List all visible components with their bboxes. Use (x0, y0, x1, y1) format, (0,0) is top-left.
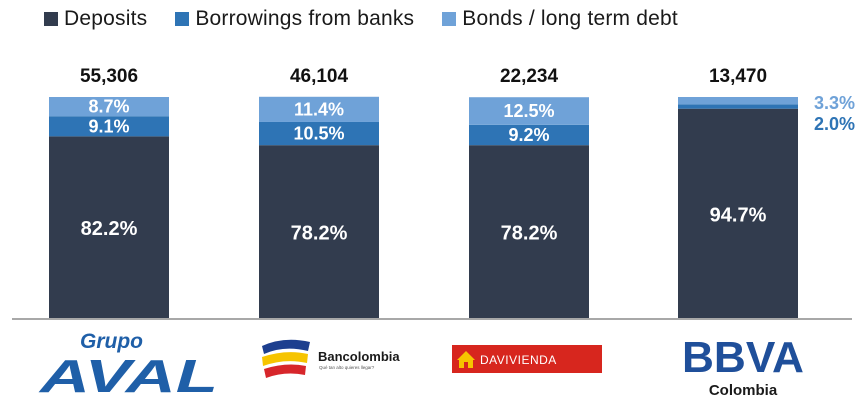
bbva-logo-name: BBVA (682, 333, 804, 382)
data-label-bonds-bancolombia: 11.4% (294, 99, 344, 119)
legend-swatch-bonds (442, 12, 457, 26)
legend-swatch-borrowings (175, 12, 190, 26)
bar-segment-bonds-bbva-colombia (678, 97, 798, 105)
bar-segment-borrowings-bancolombia (259, 121, 379, 146)
bar-segment-bonds-bancolombia (259, 96, 379, 122)
data-label-borrowings-davivienda: 9.2% (508, 125, 549, 145)
legend-label-deposits: Deposits (64, 7, 148, 30)
legend-item-borrowings: Borrowings from banks (175, 7, 414, 31)
bar-segment-deposits-bbva-colombia (678, 108, 798, 318)
bancolombia-logo: Bancolombia Qué tan alto quieres llegar? (262, 339, 400, 378)
aval-logo-line1: Grupo (80, 330, 143, 353)
grupo-aval-logo: Grupo AVAL (38, 330, 218, 398)
bar-segment-bonds-grupo-aval (49, 97, 169, 117)
data-label-deposits-davivienda: 78.2% (501, 223, 558, 245)
bar-segment-deposits-grupo-aval (49, 136, 169, 318)
davivienda-logo: DAVIVIENDA (452, 345, 602, 373)
bbva-logo-sub: Colombia (709, 382, 778, 399)
legend-item-bonds: Bonds / long term debt (442, 7, 678, 31)
data-label-deposits-bancolombia: 78.2% (291, 223, 348, 245)
legend-swatch-deposits (44, 12, 58, 26)
bar-segment-borrowings-grupo-aval (49, 116, 169, 137)
total-label-grupo-aval: 55,306 (80, 66, 138, 87)
bar-group-grupo-aval: 82.2% 9.1%8.7% 55,306 (49, 66, 169, 318)
bancolombia-logo-name: Bancolombia (318, 349, 400, 364)
davivienda-logo-name: DAVIVIENDA (480, 353, 557, 367)
bar-group-bbva-colombia: 94.7% 2.0%3.3% 13,470 (678, 66, 855, 318)
bar-segment-deposits-bancolombia (259, 145, 379, 318)
data-label-borrowings-bancolombia: 10.5% (293, 124, 344, 144)
data-label-borrowings-grupo-aval: 9.1% (88, 116, 129, 136)
data-label-bonds-bbva-colombia: 3.3% (814, 93, 855, 113)
bancolombia-logo-tagline: Qué tan alto quieres llegar? (319, 365, 375, 370)
total-label-bbva-colombia: 13,470 (709, 66, 767, 87)
data-label-bonds-grupo-aval: 8.7% (88, 97, 129, 117)
chart-legend: Deposits Borrowings from banks Bonds / l… (44, 6, 678, 32)
data-label-borrowings-bbva-colombia: 2.0% (814, 114, 855, 134)
data-label-deposits-grupo-aval: 82.2% (81, 218, 138, 240)
bar-segment-deposits-davivienda (469, 145, 589, 318)
bar-segment-borrowings-bbva-colombia (678, 104, 798, 109)
bbva-colombia-logo: BBVA Colombia (682, 333, 804, 399)
bar-group-bancolombia: 78.2% 10.5% 11.4% 46,104 (259, 66, 379, 318)
aval-logo-line2: AVAL (38, 350, 218, 398)
legend-label-bonds: Bonds / long term debt (462, 7, 678, 30)
legend-label-borrowings: Borrowings from banks (195, 7, 415, 30)
total-label-bancolombia: 46,104 (290, 66, 349, 87)
davivienda-house-icon (457, 351, 475, 368)
legend-item-deposits: Deposits (44, 7, 147, 31)
bancolombia-emblem-icon (262, 339, 310, 378)
total-label-davivienda: 22,234 (500, 66, 559, 87)
data-label-deposits-bbva-colombia: 94.7% (710, 204, 767, 226)
bar-segment-bonds-davivienda (469, 97, 589, 125)
bar-segment-borrowings-davivienda (469, 124, 589, 146)
bar-group-davivienda: 78.2% 9.2% 12.5% 22,234 (469, 66, 589, 318)
data-label-bonds-davivienda: 12.5% (503, 101, 554, 121)
